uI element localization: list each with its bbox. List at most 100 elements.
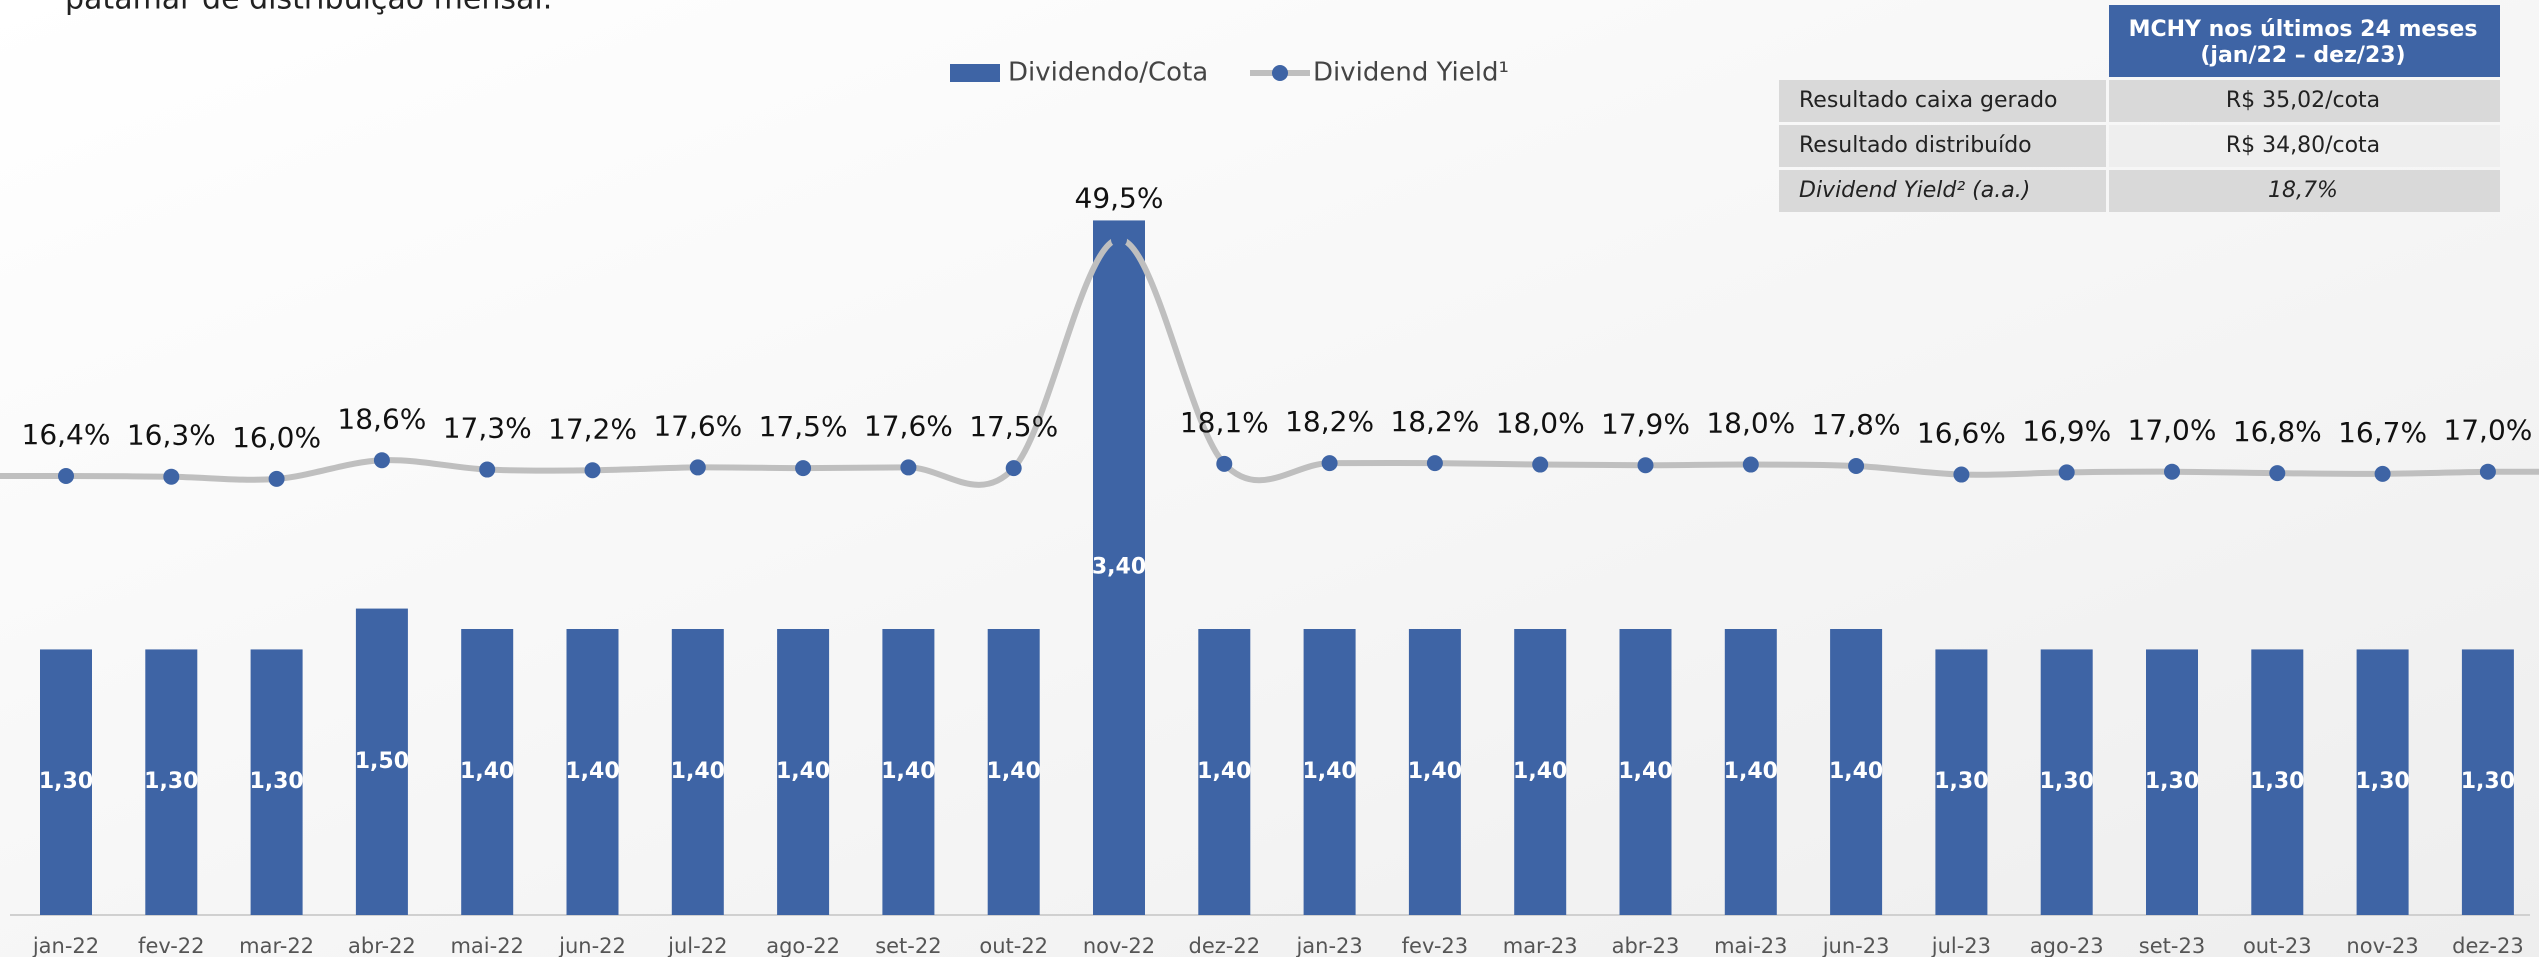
legend-swatch [950,64,1000,82]
legend-label: Dividendo/Cota [1008,58,1208,88]
x-tick-label: set-22 [875,934,941,957]
table-value: 18,7% [2268,178,2338,203]
bar [1724,629,1777,915]
table-header [2109,5,2500,77]
bar-label: 1,40 [671,759,725,784]
bar-label: 1,40 [565,759,619,784]
bar-label: 1,40 [1408,759,1462,784]
x-tick-label: mar-22 [239,934,314,957]
bar-label: 1,30 [2145,769,2199,794]
bar-label: 1,40 [776,759,830,784]
bar [1830,629,1883,915]
yield-point [584,462,601,479]
yield-point [2164,463,2180,480]
table-value: R$ 35,02/cota [2226,88,2380,113]
yield-label: 17,5% [759,410,848,443]
yield-label: 16,7% [2338,416,2427,449]
yield-point [1637,457,1654,474]
bar [1408,629,1461,915]
yield-point [1005,460,1022,477]
yield-label: 17,6% [864,409,953,442]
yield-point [2058,464,2075,481]
bar [2251,649,2304,915]
yield-point [795,460,812,477]
yield-point [1111,231,1127,248]
yield-label: 17,8% [1812,408,1901,441]
yield-point [373,452,390,469]
yield-point [1848,457,1865,474]
bar [882,629,935,915]
bar-label: 1,30 [2250,769,2304,794]
yield-label: 18,2% [1390,405,1479,438]
yield-point [1742,456,1759,473]
table-title: (jan/22 – dez/23) [2200,43,2405,68]
yield-label: 17,3% [443,412,532,445]
x-tick-label: ago-22 [766,934,840,957]
x-tick-label: fev-23 [1402,934,1468,957]
bar-label: 1,30 [2355,769,2409,794]
table-cell [1779,125,2106,167]
bar-label: 1,30 [39,769,93,794]
yield-label: 16,8% [2233,415,2322,448]
yield-point [1426,455,1443,472]
x-tick-label: out-22 [979,934,1048,957]
bar [1935,649,1988,915]
table-cell [2109,170,2500,212]
x-tick-label: dez-22 [1189,934,1261,957]
x-tick-label: jun-22 [558,934,626,957]
bar [2461,649,2514,915]
bar [1514,629,1567,915]
table-cell [1779,80,2106,122]
x-tick-label: nov-22 [1083,934,1155,957]
yield-label: 17,5% [969,410,1058,443]
bar-label: 1,30 [144,769,198,794]
header-text: patamar de distribuição mensal. [65,0,552,17]
bar-label: 1,30 [2040,769,2094,794]
yield-label: 16,3% [127,419,216,452]
bar-label: 1,40 [881,759,935,784]
bar-label: 1,30 [2461,769,2515,794]
yield-point [900,459,917,476]
legend-marker [1272,65,1288,81]
yield-label: 16,6% [1917,417,2006,450]
x-tick-label: fev-22 [138,934,204,957]
yield-point [1953,466,1970,483]
x-tick-label: jan-22 [32,934,99,957]
x-tick-label: mai-22 [450,934,523,957]
table-title: MCHY nos últimos 24 meses [2129,17,2478,42]
x-tick-label: out-23 [2243,934,2312,957]
bar-label: 1,50 [355,749,409,774]
yield-point [163,468,180,485]
bar-label: 1,40 [1829,759,1883,784]
bar [1093,220,1145,915]
yield-point [268,470,285,487]
table-label: Resultado caixa gerado [1799,88,2058,113]
bar [566,629,619,915]
yield-point [479,461,496,478]
x-tick-label: mar-23 [1503,934,1578,957]
bar-label: 1,40 [1197,759,1251,784]
bar [987,629,1040,915]
bar [355,608,408,915]
yield-point [2269,465,2286,482]
yield-label: 17,9% [1601,407,1690,440]
bar-label: 3,40 [1092,555,1146,580]
x-tick-label: jun-23 [1822,934,1890,957]
x-tick-label: jan-23 [1295,934,1362,957]
yield-point [1532,456,1549,473]
yield-label: 49,5% [1075,181,1164,214]
yield-point [2479,463,2496,480]
bar-label: 1,30 [1934,769,1988,794]
yield-label: 18,6% [337,402,426,435]
bar [250,649,303,915]
yield-point [1321,455,1338,472]
bar [671,629,724,915]
bar-label: 1,40 [1618,759,1672,784]
x-tick-label: jul-22 [667,934,727,957]
bar [2146,649,2198,915]
yield-label: 17,2% [548,412,637,445]
yield-label: 17,6% [653,409,742,442]
table-value: R$ 34,80/cota [2226,133,2380,158]
bar-label: 1,40 [1724,759,1778,784]
yield-label: 18,2% [1285,405,1374,438]
